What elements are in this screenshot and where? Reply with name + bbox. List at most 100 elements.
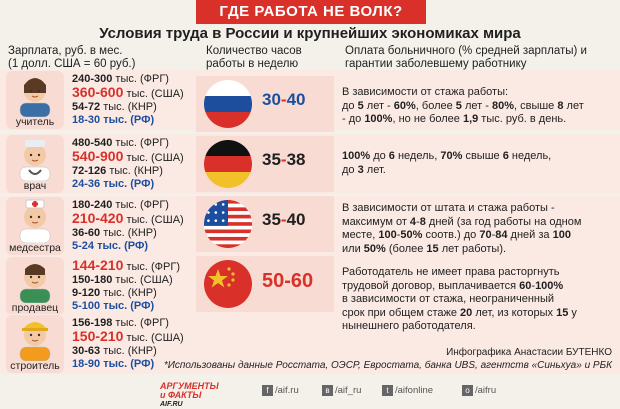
hours-header-line2: работы в неделю [206, 58, 299, 70]
salary-list: 180-240 тыс. (ФРГ) 210-420 тыс. (США) 36-6… [72, 199, 190, 253]
salary-value: 150-210 [72, 328, 124, 344]
aif-logo: АРГУМЕНТЫ и ФАКТЫ AIF.RU [160, 382, 219, 409]
salary-unit: тыс. (ФРГ) [112, 137, 169, 149]
social-link[interactable]: t/aifonline [382, 385, 433, 396]
salary-line: 144-210 тыс. (ФРГ) [72, 257, 190, 274]
salary-header-line1: Зарплата, руб. в мес. [8, 45, 123, 57]
hours-max: 40 [286, 90, 306, 109]
salary-line: 5-100 тыс. (РФ) [72, 300, 190, 313]
profession-label: медсестра [9, 242, 61, 254]
hours-max: 38 [286, 150, 306, 169]
sick-leave-text: В зависимости от штата и стажа работы -м… [342, 202, 614, 256]
profession-label: продавец [11, 302, 59, 314]
social-link[interactable]: в/aif_ru [322, 385, 361, 396]
hours-min: 35 [262, 210, 281, 229]
salary-unit: тыс. (ФРГ) [123, 261, 180, 273]
salary-value: 156-198 [72, 317, 113, 329]
social-link-text: /aifru [475, 385, 497, 397]
salary-value: 480-540 [72, 137, 113, 149]
hours-header-line1: Количество часов [206, 45, 302, 57]
salary-value: 72-126 [72, 165, 107, 177]
salary-value: 144-210 [72, 257, 124, 273]
salary-header: Зарплата, руб. в мес. (1 долл. США = 60 … [8, 45, 135, 71]
sick-leave-line: в зависимости от стажа, неограниченный [342, 293, 555, 305]
sick-leave-line: максимум от 4-8 дней (за год работы на о… [342, 215, 582, 228]
salary-list: 480-540 тыс. (ФРГ) 540-900 тыс. (США) 72-1… [72, 137, 190, 191]
country-cell: 50-60 [196, 256, 334, 312]
salary-line: 360-600 тыс. (США) [72, 84, 190, 101]
salary-list: 144-210 тыс. (ФРГ) 150-180 тыс. (США) 9-12… [72, 257, 190, 313]
country-cell: 35-38 [196, 136, 334, 192]
row-background [0, 314, 620, 374]
salary-unit: тыс. (КНР) [100, 227, 157, 239]
hours-max: 60 [290, 270, 314, 292]
salary-line: 72-126 тыс. (КНР) [72, 165, 190, 178]
social-link[interactable]: f/aif.ru [262, 385, 299, 396]
social-link-text: /aif_ru [335, 385, 362, 397]
salary-value: 5-24 [72, 240, 95, 252]
salary-line: 156-198 тыс. (ФРГ) [72, 317, 190, 330]
salary-line: 5-24 тыс. (РФ) [72, 240, 190, 253]
hours-min: 50 [262, 270, 285, 292]
salary-line: 480-540 тыс. (ФРГ) [72, 137, 190, 150]
odnoklassniki-icon: о [462, 385, 473, 396]
russia-flag-icon [204, 80, 252, 128]
sick-leave-line: В зависимости от штата и стажа работы - [342, 202, 555, 214]
china-flag-icon [204, 260, 252, 308]
sick-leave-line: или 50% (более 15 лет работы). [342, 242, 507, 255]
salary-line: 150-210 тыс. (США) [72, 328, 190, 345]
salary-unit: тыс. (РФ) [94, 240, 149, 252]
salary-line: 210-420 тыс. (США) [72, 210, 190, 227]
twitter-icon: t [382, 385, 393, 396]
salary-header-line2: (1 долл. США = 60 руб.) [8, 58, 136, 70]
salary-value: 18-30 [72, 114, 101, 126]
leave-header-line2: гарантии заболевшему работнику [345, 58, 527, 70]
logo-line1: АРГУМЕНТЫ [160, 381, 219, 391]
usa-flag-icon [204, 200, 252, 248]
salary-unit: тыс. (ФРГ) [112, 317, 169, 329]
hours-separator: - [284, 270, 291, 292]
salary-value: 36-60 [72, 227, 101, 239]
sick-leave-text: 100% до 6 недель, 70% свыше 6 недель, до … [342, 150, 614, 177]
hours-min: 30 [262, 90, 281, 109]
salary-unit: тыс. (КНР) [100, 345, 157, 357]
sick-leave-line: трудовой договор, выплачивается 60-100% [342, 279, 564, 292]
sick-leave-line: 100% до 6 недель, 70% свыше 6 недель, [342, 150, 552, 162]
salary-value: 24-36 [72, 178, 101, 190]
hours-header: Количество часов работы в неделю [206, 45, 302, 71]
germany-flag-icon [204, 140, 252, 188]
sick-leave-line: срок при общем стаже 20 лет, из которых … [342, 306, 577, 319]
salary-value: 360-600 [72, 84, 124, 100]
salary-unit: тыс. (РФ) [100, 358, 155, 370]
profession-label: врач [23, 180, 47, 192]
country-cell: 30-40 [196, 76, 334, 132]
salary-unit: тыс. (ФРГ) [112, 199, 169, 211]
salary-line: 9-120 тыс. (КНР) [72, 287, 190, 300]
salary-line: 30-63 тыс. (КНР) [72, 345, 190, 358]
salary-unit: тыс. (США) [123, 332, 184, 344]
sick-leave-line: до 5 лет - 60%, более 5 лет - 80%, свыше… [342, 99, 584, 112]
worker-icon: учитель [6, 71, 64, 129]
salary-unit: тыс. (КНР) [100, 101, 157, 113]
weekly-hours: 30-40 [262, 90, 306, 110]
worker-icon: строитель [6, 315, 64, 373]
salary-unit: тыс. (КНР) [106, 165, 163, 177]
salary-value: 210-420 [72, 210, 124, 226]
salary-line: 150-180 тыс. (США) [72, 274, 190, 287]
salary-unit: тыс. (РФ) [100, 178, 155, 190]
weekly-hours: 50-60 [262, 270, 313, 293]
social-link-text: /aif.ru [275, 385, 299, 397]
salary-list: 240-300 тыс. (ФРГ) 360-600 тыс. (США) 54-7… [72, 73, 190, 127]
credit: Инфографика Анастасии БУТЕНКО [446, 347, 612, 358]
sources-note: *Использованы данные Росстата, ОЭСР, Евр… [163, 360, 612, 371]
leave-header-line1: Оплата больничного (% средней зарплаты) … [345, 45, 587, 57]
hours-min: 35 [262, 150, 281, 169]
salary-value: 54-72 [72, 101, 101, 113]
leave-header: Оплата больничного (% средней зарплаты) … [345, 45, 587, 71]
profession-label: учитель [15, 116, 55, 128]
salary-value: 150-180 [72, 274, 113, 286]
vk-icon: в [322, 385, 333, 396]
salary-unit: тыс. (РФ) [100, 300, 155, 312]
social-link[interactable]: о/aifru [462, 385, 496, 396]
hours-max: 40 [286, 210, 306, 229]
